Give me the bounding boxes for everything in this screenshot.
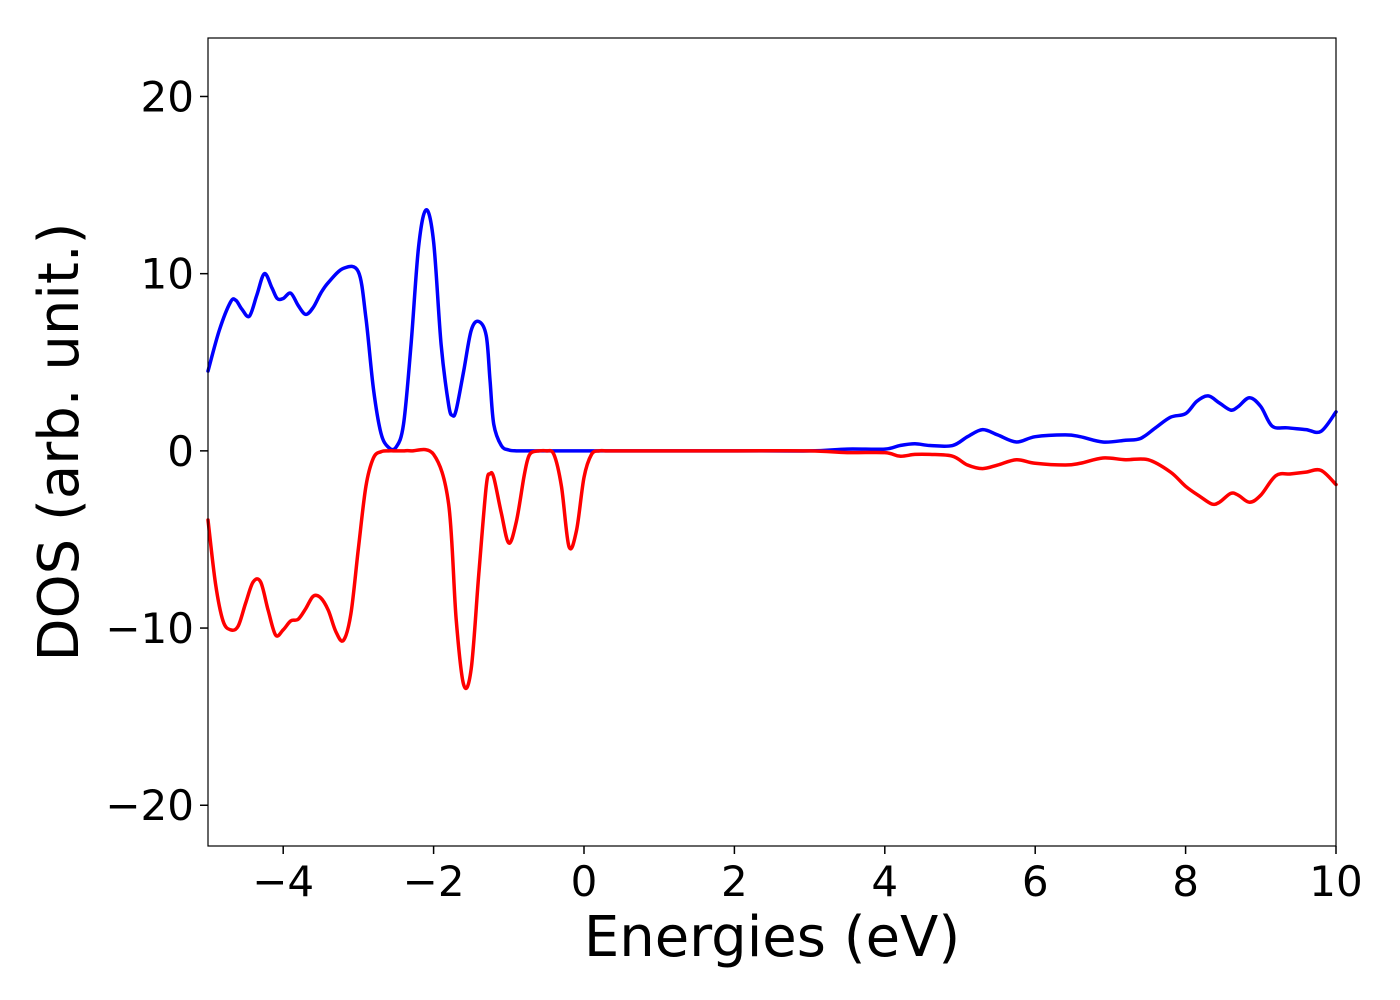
y-tick-label: 20 — [141, 72, 194, 121]
x-tick-label: 10 — [1309, 857, 1362, 906]
x-tick-label: 0 — [571, 857, 598, 906]
y-tick-label: −20 — [105, 781, 194, 830]
series-layer — [206, 208, 1338, 691]
x-tick-label: 6 — [1022, 857, 1049, 906]
y-axis-ticks: 20 10 0 −10 −20 — [105, 72, 208, 830]
y-tick-label: −10 — [105, 604, 194, 653]
x-tick-label: 2 — [721, 857, 748, 906]
x-tick-label: −2 — [403, 857, 465, 906]
y-tick-label: 10 — [141, 250, 194, 299]
x-axis-title: Energies (eV) — [584, 905, 960, 970]
plot-frame — [207, 37, 1337, 847]
x-axis-ticks: −4 −2 0 2 4 6 8 10 — [252, 846, 1363, 906]
x-tick-label: 4 — [871, 857, 898, 906]
x-tick-label: 8 — [1172, 857, 1199, 906]
y-axis-title: DOS (arb. unit.) — [27, 222, 92, 661]
x-tick-label: −4 — [252, 857, 314, 906]
y-tick-label: 0 — [167, 427, 194, 476]
series-line-2 — [206, 447, 1338, 691]
series-line-1 — [206, 208, 1338, 453]
